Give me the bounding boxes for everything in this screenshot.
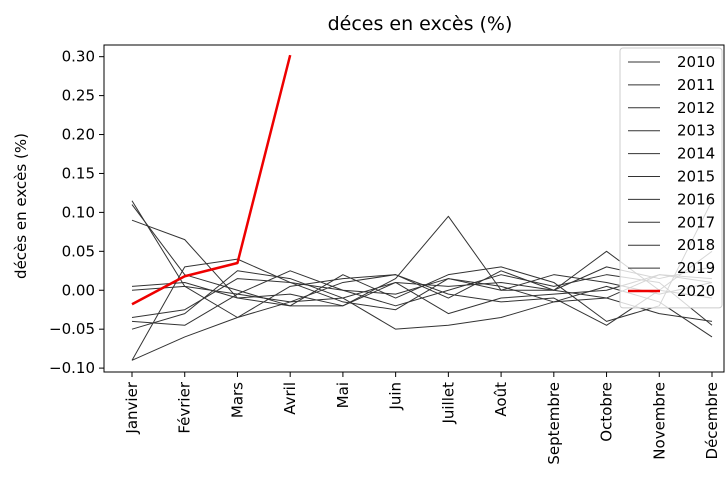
x-axis-ticks: Janvier Février Mars Avril Mai Juin Juillet Aoû… xyxy=(123,372,721,465)
x-tick-label: Août xyxy=(492,382,510,417)
series-line-2018 xyxy=(131,270,713,326)
series-line-2015 xyxy=(131,258,713,361)
y-tick-label: 0.20 xyxy=(62,126,95,144)
series-line-2016 xyxy=(131,215,713,307)
legend-label-2010: 2010 xyxy=(677,53,715,71)
x-tick-label: Décembre xyxy=(703,382,721,459)
legend-label-2015: 2015 xyxy=(677,168,715,186)
y-tick-label: −0.05 xyxy=(49,320,95,338)
y-axis-ticks: −0.10 −0.05 0.00 0.05 0.10 0.15 0.20 0.25 0.30 xyxy=(49,48,104,377)
legend-label-2014: 2014 xyxy=(677,145,715,163)
y-tick-label: 0.05 xyxy=(62,242,95,260)
legend-label-2012: 2012 xyxy=(677,99,715,117)
legend: 2010 2011 2012 2013 2014 2015 2016 2017 2018 2019… xyxy=(619,47,723,309)
x-tick-label: Avril xyxy=(281,382,299,415)
x-tick-label: Mars xyxy=(228,382,246,418)
x-tick-label: Novembre xyxy=(650,382,668,460)
legend-label-2013: 2013 xyxy=(677,122,715,140)
x-tick-label: Juillet xyxy=(439,382,457,425)
x-tick-label: Juin xyxy=(387,382,405,411)
y-tick-label: −0.10 xyxy=(49,359,95,377)
y-tick-label: 0.30 xyxy=(62,48,95,66)
legend-label-2020: 2020 xyxy=(677,282,715,300)
x-tick-label: Mai xyxy=(334,382,352,408)
y-axis-label: décès en excès (%) xyxy=(12,133,30,279)
series-line-2014 xyxy=(131,274,713,326)
series-line-2017 xyxy=(131,200,713,322)
plot-frame xyxy=(103,44,725,373)
series-line-2020 xyxy=(131,54,292,306)
series-lines xyxy=(131,54,713,361)
x-tick-label: Janvier xyxy=(123,381,141,434)
legend-label-2019: 2019 xyxy=(677,259,715,277)
legend-box xyxy=(619,47,723,309)
x-tick-label: Septembre xyxy=(545,382,563,465)
x-tick-label: Février xyxy=(176,381,194,433)
series-line-2019 xyxy=(131,285,713,361)
legend-label-2018: 2018 xyxy=(677,236,715,254)
y-tick-label: 0.25 xyxy=(62,87,95,105)
y-tick-label: 0.10 xyxy=(62,203,95,221)
y-tick-label: 0.00 xyxy=(62,281,95,299)
legend-label-2011: 2011 xyxy=(677,76,715,94)
legend-label-2017: 2017 xyxy=(677,213,715,231)
chart-title: déces en excès (%) xyxy=(328,13,513,35)
y-tick-label: 0.15 xyxy=(62,164,95,182)
legend-label-2016: 2016 xyxy=(677,190,715,208)
x-tick-label: Octobre xyxy=(598,382,616,442)
